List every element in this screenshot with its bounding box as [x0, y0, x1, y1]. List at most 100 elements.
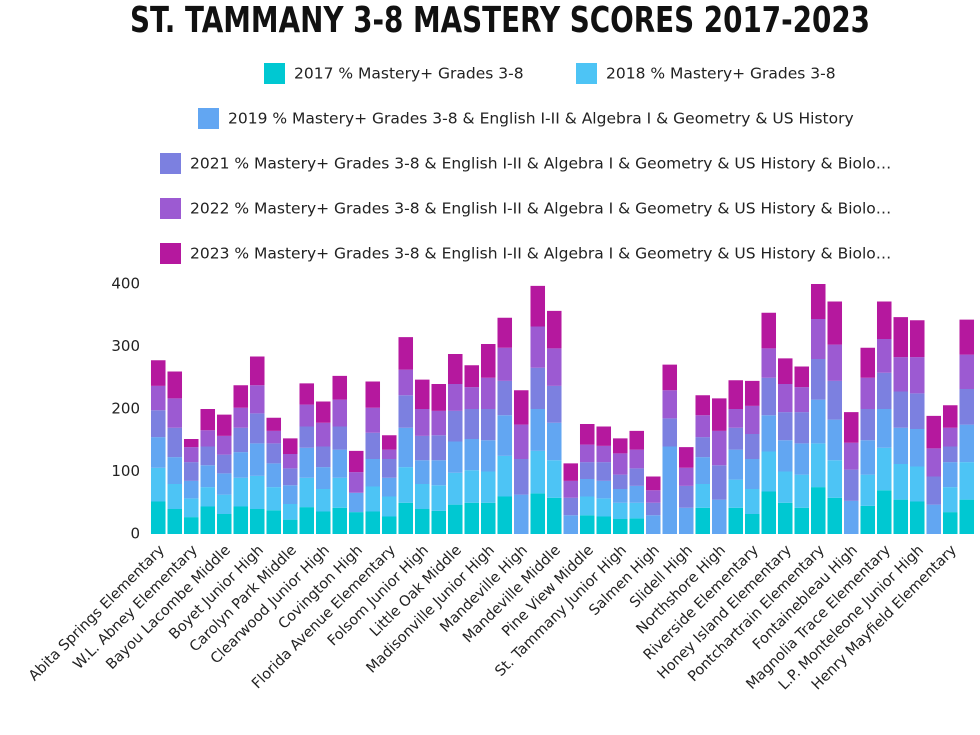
- bar-segment: [431, 410, 447, 436]
- bar-segment: [596, 516, 612, 534]
- bar-segment: [579, 496, 595, 516]
- bar-segment: [695, 507, 711, 534]
- bar-segment: [332, 375, 348, 400]
- bar-segment: [332, 507, 348, 534]
- bar-segment: [645, 490, 661, 503]
- bar-segment: [843, 412, 859, 443]
- bar-segment: [695, 415, 711, 438]
- bar-segment: [233, 407, 249, 428]
- legend-swatch: [198, 108, 219, 129]
- bar-segment: [777, 412, 793, 441]
- bar-segment: [546, 422, 562, 461]
- bar-segment: [530, 285, 546, 327]
- bar-segment: [893, 464, 909, 500]
- bar-segment: [761, 312, 777, 349]
- bar-segment: [810, 284, 826, 319]
- bar-segment: [893, 391, 909, 428]
- bar-segment: [662, 364, 678, 391]
- bar-segment: [167, 427, 183, 458]
- bar-segment: [200, 430, 216, 447]
- bar-segment: [414, 409, 430, 436]
- bar-segment: [909, 357, 925, 394]
- bar-segment: [216, 435, 232, 455]
- bar-segment: [909, 320, 925, 358]
- bar-segment: [612, 519, 628, 534]
- bar-segment: [959, 499, 975, 534]
- bar-segment: [447, 441, 463, 473]
- legend-swatch: [264, 63, 285, 84]
- bar-segment: [348, 512, 364, 534]
- bar-segment: [794, 387, 810, 413]
- bar-segment: [629, 518, 645, 534]
- bar-segment: [183, 517, 199, 534]
- bar-segment: [216, 514, 232, 534]
- bar-segment: [414, 484, 430, 509]
- bar-segment: [546, 385, 562, 423]
- bar-segment: [365, 407, 381, 433]
- bar-segment: [596, 480, 612, 499]
- bar-segment: [183, 439, 199, 448]
- bar-segment: [315, 422, 331, 447]
- bar-segment: [761, 491, 777, 534]
- legend-label: 2019 % Mastery+ Grades 3-8 & English I-I…: [228, 110, 854, 128]
- bar-segment: [365, 486, 381, 512]
- bar-segment: [233, 477, 249, 507]
- bar-segment: [464, 502, 480, 534]
- y-tick-label: 300: [111, 337, 140, 355]
- y-tick-label: 0: [130, 525, 140, 543]
- bar-segment: [876, 372, 892, 409]
- bar-segment: [843, 442, 859, 470]
- bar-segment: [530, 326, 546, 368]
- bar-segment: [315, 467, 331, 489]
- bar-segment: [381, 449, 397, 459]
- bar-segment: [381, 496, 397, 517]
- bar-segment: [431, 510, 447, 534]
- bar-segment: [282, 438, 298, 454]
- bar-segment: [926, 448, 942, 477]
- bar-segment: [942, 462, 958, 488]
- bar-segment: [959, 354, 975, 389]
- bar-segment: [596, 462, 612, 481]
- bar-segment: [893, 317, 909, 358]
- bar-segment: [167, 484, 183, 509]
- bar-segment: [150, 385, 166, 411]
- bar-segment: [299, 447, 315, 478]
- bar-segment: [777, 471, 793, 503]
- bar-segment: [150, 437, 166, 468]
- bar-segment: [612, 489, 628, 503]
- bar-segment: [629, 502, 645, 519]
- bar-segment: [711, 398, 727, 431]
- bar-segment: [447, 384, 463, 411]
- bar-segment: [315, 401, 331, 423]
- bar-segment: [728, 380, 744, 409]
- bar-segment: [414, 460, 430, 484]
- bar-segment: [150, 467, 166, 502]
- bar-segment: [431, 384, 447, 411]
- chart-title: ST. TAMMANY 3-8 MASTERY SCORES 2017-2023: [130, 0, 870, 41]
- bar-segment: [513, 459, 529, 495]
- bar-segment: [200, 487, 216, 507]
- bar-segment: [282, 468, 298, 486]
- bar-segment: [744, 459, 760, 489]
- bar-segment: [662, 418, 678, 447]
- legend-label: 2017 % Mastery+ Grades 3-8: [294, 65, 524, 83]
- bar-segment: [464, 439, 480, 471]
- bar-segment: [530, 493, 546, 534]
- bar-segment: [233, 506, 249, 534]
- bar-segment: [794, 443, 810, 475]
- bar-segment: [381, 477, 397, 497]
- bar-segment: [249, 509, 265, 534]
- bar-segment: [843, 500, 859, 534]
- bar-segment: [876, 301, 892, 339]
- bar-segment: [942, 405, 958, 428]
- bar-segment: [447, 504, 463, 534]
- bar-segment: [728, 479, 744, 508]
- bar-segment: [414, 379, 430, 409]
- bar-segment: [942, 427, 958, 447]
- bar-segment: [728, 427, 744, 450]
- bar-segment: [266, 463, 282, 488]
- bar-segment: [348, 450, 364, 473]
- bar-segment: [612, 453, 628, 475]
- bar-segment: [447, 354, 463, 384]
